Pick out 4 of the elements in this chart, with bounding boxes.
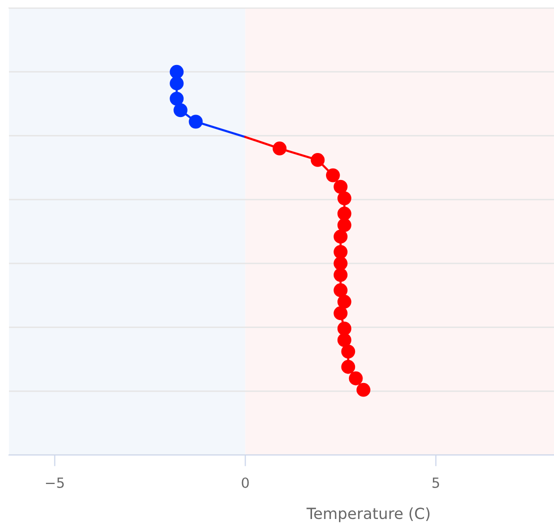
x-tick-label: 5 (432, 478, 440, 488)
x-axis-title: Temperature (C) (306, 507, 430, 522)
x-tick-label: −5 (46, 478, 64, 488)
x-tick-label: 0 (242, 477, 249, 488)
